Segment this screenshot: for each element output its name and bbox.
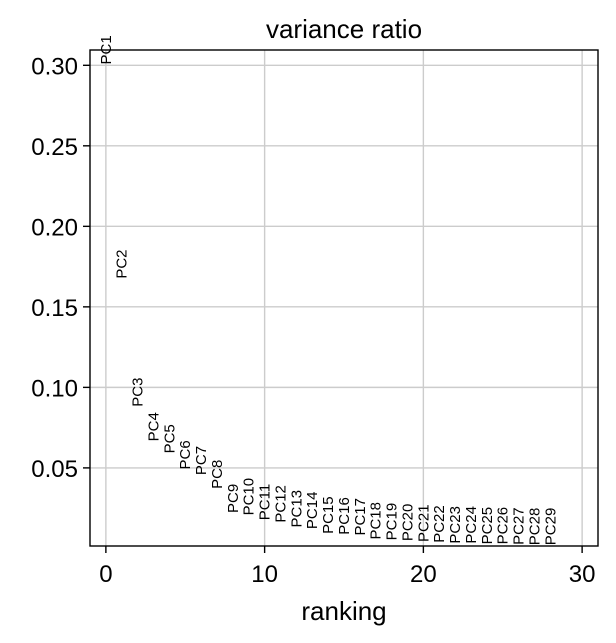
y-tick-label: 0.10 bbox=[31, 375, 78, 402]
pc-point-label: PC21 bbox=[415, 504, 432, 542]
pc-point-label: PC9 bbox=[225, 484, 242, 513]
grid-layer bbox=[90, 50, 598, 546]
pc-point-label: PC28 bbox=[527, 508, 544, 546]
pc-point-label: PC15 bbox=[320, 496, 337, 534]
pc-point-label: PC27 bbox=[511, 507, 528, 545]
pc-point-label: PC22 bbox=[431, 505, 448, 543]
pc-point-label: PC5 bbox=[161, 424, 178, 453]
y-tick-label: 0.25 bbox=[31, 134, 78, 161]
pc-point-label: PC6 bbox=[177, 440, 194, 469]
chart-title: variance ratio bbox=[266, 14, 422, 44]
y-tick-label: 0.05 bbox=[31, 456, 78, 483]
y-tick-label: 0.30 bbox=[31, 53, 78, 80]
pc-point-label: PC7 bbox=[193, 446, 210, 475]
x-tick-label: 20 bbox=[410, 561, 437, 588]
pc-point-label: PC17 bbox=[352, 498, 369, 536]
ticks-layer: 0 10 20 30 0.05 0.10 0.15 0.20 0.25 0.30 bbox=[31, 53, 595, 588]
plot-frame bbox=[89, 49, 599, 547]
x-axis-label: ranking bbox=[301, 596, 386, 626]
pc-point-label: PC2 bbox=[114, 249, 131, 278]
pc-labels-layer: PC1PC2PC3PC4PC5PC6PC7PC8PC9PC10PC11PC12P… bbox=[98, 35, 560, 545]
pc-point-label: PC11 bbox=[257, 484, 274, 520]
pc-point-label: PC14 bbox=[304, 492, 321, 530]
pc-point-label: PC19 bbox=[384, 503, 401, 541]
pc-point-label: PC23 bbox=[447, 506, 464, 544]
pc-point-label: PC24 bbox=[463, 506, 480, 544]
pc-point-label: PC10 bbox=[241, 478, 258, 516]
pc-point-label: PC18 bbox=[368, 502, 385, 540]
pc-point-label: PC13 bbox=[288, 490, 305, 528]
x-tick-label: 10 bbox=[251, 561, 278, 588]
y-tick-label: 0.15 bbox=[31, 295, 78, 322]
y-tick-label: 0.20 bbox=[31, 214, 78, 241]
pc-point-label: PC12 bbox=[273, 485, 290, 523]
pc-point-label: PC25 bbox=[479, 507, 496, 545]
x-tick-label: 30 bbox=[569, 561, 596, 588]
pc-point-label: PC16 bbox=[336, 497, 353, 535]
x-tick-label: 0 bbox=[99, 561, 112, 588]
pc-point-label: PC8 bbox=[209, 460, 226, 489]
pc-point-label: PC3 bbox=[130, 378, 147, 407]
pc-point-label: PC29 bbox=[542, 508, 559, 546]
pc-point-label: PC26 bbox=[495, 507, 512, 545]
pc-point-label: PC20 bbox=[400, 504, 417, 542]
pc-point-label: PC4 bbox=[146, 412, 163, 441]
